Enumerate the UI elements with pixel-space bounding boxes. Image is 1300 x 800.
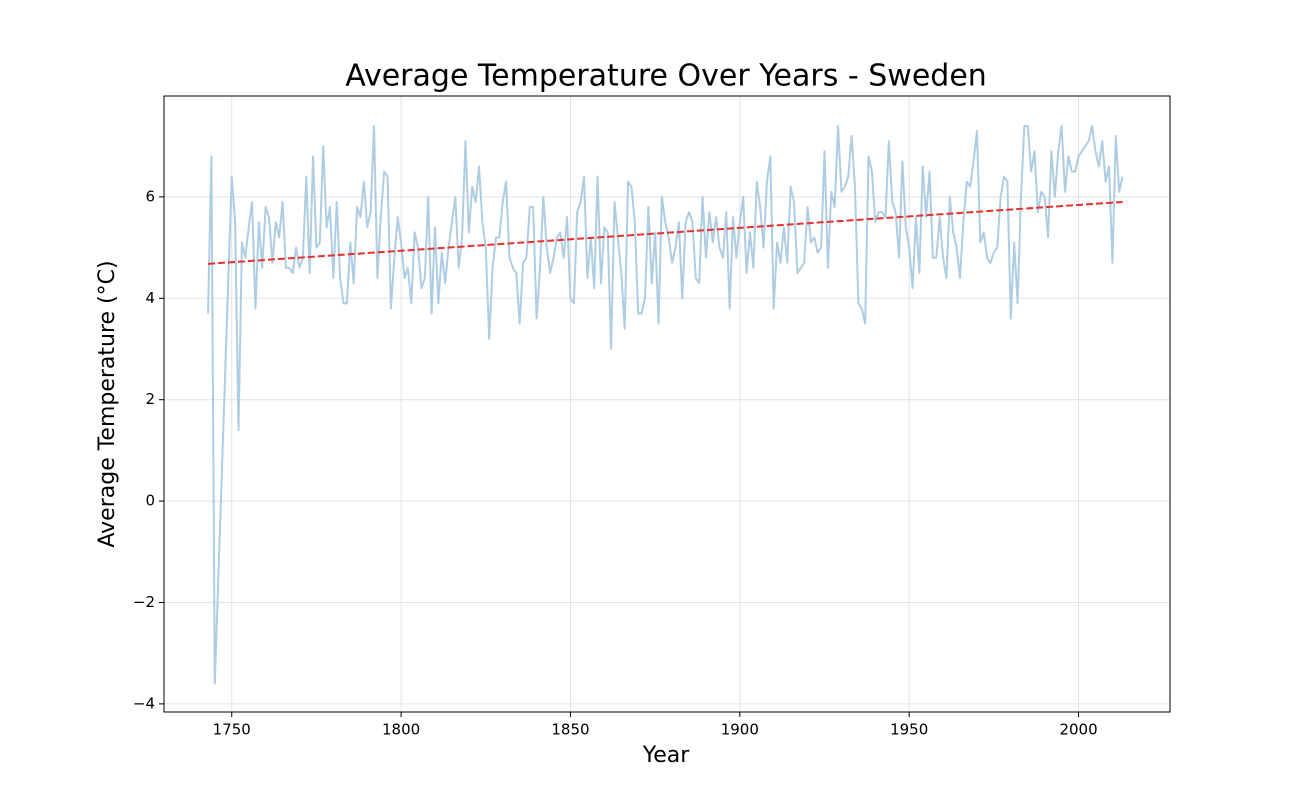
data-line (207, 124, 1124, 685)
y-tick-label: −4 (133, 694, 155, 712)
plot-area (207, 124, 1124, 685)
ticks: 1750 1800 1850 1900 1950 2000 −4 −2 0 2 4 6 (133, 187, 1098, 738)
x-tick-label: 2000 (1059, 721, 1097, 739)
chart-title: Average Temperature Over Years - Sweden (345, 59, 987, 94)
grid (164, 96, 1170, 712)
x-tick-label: 1850 (551, 721, 589, 739)
y-tick-label: 4 (145, 289, 155, 307)
trend-line (207, 200, 1123, 265)
x-tick-label: 1800 (382, 721, 420, 739)
axes-frame (163, 95, 1171, 713)
x-axis-label: Year (642, 743, 691, 768)
x-tick-label: 1900 (721, 721, 759, 739)
y-tick-label: 6 (145, 187, 155, 205)
y-tick-label: 2 (145, 390, 155, 408)
y-tick-label: 0 (145, 492, 155, 510)
y-tick-label: −2 (133, 593, 155, 611)
x-tick-label: 1950 (890, 721, 928, 739)
y-axis-label: Average Temperature (°C) (95, 260, 120, 547)
x-tick-label: 1750 (213, 721, 251, 739)
